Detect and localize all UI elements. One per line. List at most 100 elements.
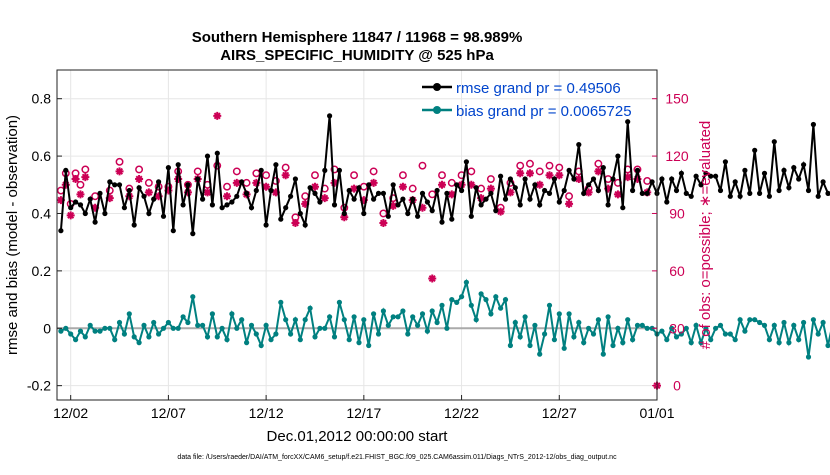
bias-point bbox=[175, 325, 181, 331]
rmse-point bbox=[375, 190, 382, 196]
rmse-point bbox=[761, 170, 768, 176]
rmse-point bbox=[498, 173, 504, 179]
rmse-point bbox=[278, 216, 284, 222]
bias-point bbox=[278, 299, 284, 305]
bias-point bbox=[459, 294, 465, 300]
rmse-point bbox=[507, 176, 513, 182]
obs-possible-marker bbox=[81, 165, 90, 174]
rmse-point bbox=[322, 167, 328, 173]
bias-point bbox=[327, 314, 333, 320]
rmse-point bbox=[371, 196, 377, 202]
x-axis-label: Dec.01,2012 00:00:00 start bbox=[267, 428, 449, 445]
x-tick-label: 12/07 bbox=[151, 405, 186, 421]
bias-point bbox=[678, 331, 685, 337]
rmse-point bbox=[454, 182, 460, 188]
x-tick-label: 12/17 bbox=[346, 405, 381, 421]
rmse-point bbox=[551, 176, 558, 182]
y-axis-right-label: # of obs: o=possible; ∗=evaluated bbox=[697, 121, 714, 350]
bias-point bbox=[742, 328, 748, 334]
bias-point bbox=[625, 317, 631, 323]
bias-point bbox=[375, 331, 382, 337]
obs-evaluated-marker bbox=[252, 178, 261, 187]
rmse-point bbox=[175, 162, 181, 168]
rmse-point bbox=[473, 185, 479, 191]
rmse-point bbox=[463, 159, 469, 165]
rmse-point bbox=[722, 159, 729, 165]
y-left-tick-label: 0 bbox=[43, 320, 51, 336]
bias-point bbox=[248, 322, 255, 328]
obs-possible-marker bbox=[223, 182, 231, 191]
y-right-tick-label: 0 bbox=[673, 378, 681, 394]
rmse-point bbox=[204, 153, 211, 159]
bias-point bbox=[810, 317, 817, 323]
bias-point bbox=[273, 331, 279, 337]
obs-evaluated-marker bbox=[271, 188, 280, 197]
bias-point bbox=[429, 308, 435, 314]
obs-evaluated-marker bbox=[389, 201, 398, 210]
rmse-point bbox=[112, 182, 118, 188]
bias-point bbox=[195, 322, 201, 328]
rmse-point bbox=[283, 205, 289, 211]
bias-point bbox=[244, 340, 250, 346]
bias-point bbox=[410, 314, 416, 320]
rmse-point bbox=[336, 167, 342, 173]
y-left-tick-label: 0.8 bbox=[32, 91, 52, 107]
rmse-point bbox=[801, 162, 807, 168]
bias-point bbox=[121, 331, 127, 337]
rmse-point bbox=[634, 167, 641, 173]
obs-evaluated-marker bbox=[301, 199, 310, 208]
rmse-point bbox=[415, 213, 421, 219]
bias-point bbox=[87, 322, 93, 328]
bias-point bbox=[73, 337, 79, 343]
rmse-point bbox=[776, 187, 782, 194]
rmse-point bbox=[752, 147, 758, 153]
bias-point bbox=[92, 328, 98, 334]
rmse-point bbox=[664, 199, 670, 205]
bias-point bbox=[595, 317, 602, 323]
rmse-point bbox=[727, 193, 733, 199]
bias-point bbox=[747, 317, 753, 323]
bias-point bbox=[825, 342, 830, 349]
rmse-point bbox=[502, 196, 509, 202]
bias-point bbox=[341, 317, 347, 323]
bias-point bbox=[371, 311, 377, 317]
bias-point bbox=[239, 317, 245, 323]
obs-possible-marker bbox=[545, 161, 554, 170]
rmse-point bbox=[747, 190, 753, 196]
bias-point bbox=[82, 334, 88, 340]
rmse-point bbox=[786, 185, 792, 191]
bias-point bbox=[63, 325, 69, 331]
rmse-point bbox=[390, 182, 396, 188]
rmse-point bbox=[820, 179, 826, 185]
bias-point bbox=[165, 319, 171, 326]
rmse-point bbox=[77, 202, 84, 208]
obs-evaluated-marker bbox=[291, 219, 300, 228]
obs-evaluated-marker bbox=[594, 167, 603, 176]
obs-evaluated-marker bbox=[428, 274, 437, 283]
rmse-point bbox=[483, 196, 489, 202]
obs-evaluated-marker bbox=[203, 188, 212, 197]
rmse-point bbox=[73, 199, 79, 205]
rmse-point bbox=[156, 179, 162, 185]
rmse-point bbox=[556, 199, 562, 205]
bias-point bbox=[346, 337, 352, 343]
obs-possible-marker bbox=[408, 184, 417, 193]
rmse-point bbox=[605, 202, 611, 208]
bias-point bbox=[581, 340, 587, 346]
rmse-point bbox=[493, 208, 499, 214]
bias-point bbox=[322, 325, 328, 331]
bias-point bbox=[283, 317, 289, 323]
bias-point bbox=[732, 337, 738, 343]
bias-point bbox=[336, 299, 342, 305]
rmse-point bbox=[63, 167, 69, 173]
obs-evaluated-marker bbox=[330, 178, 339, 187]
rmse-point bbox=[331, 202, 338, 208]
obs-evaluated-marker bbox=[154, 192, 163, 201]
rmse-point bbox=[380, 190, 386, 196]
bias-point bbox=[561, 345, 567, 351]
obs-possible-marker bbox=[262, 171, 271, 180]
legend: rmse grand pr = 0.49506 bias grand pr = … bbox=[422, 80, 632, 120]
rmse-point bbox=[590, 176, 597, 182]
obs-possible-marker bbox=[135, 165, 144, 174]
x-tick-label: 01/01 bbox=[639, 405, 674, 421]
